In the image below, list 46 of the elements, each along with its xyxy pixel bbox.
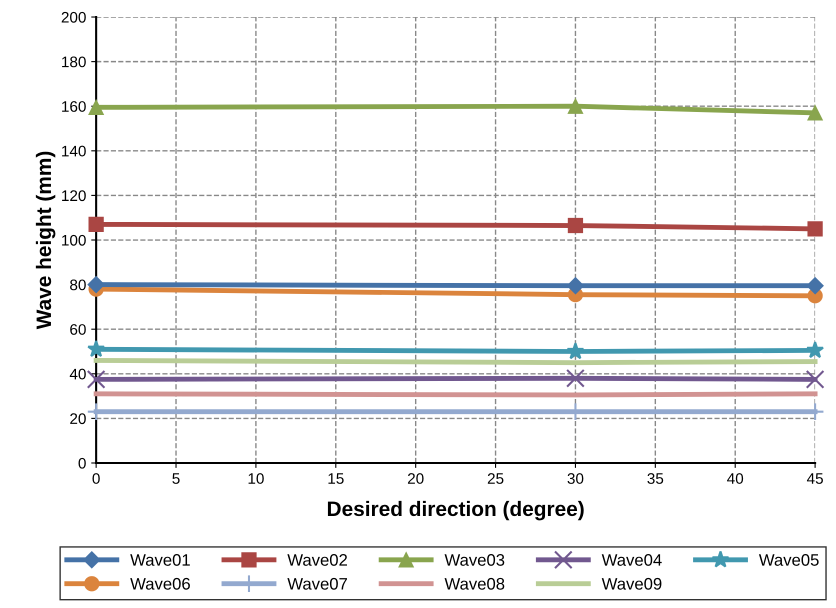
legend-label: Wave04 <box>602 554 662 566</box>
point <box>806 341 824 358</box>
x-tick-label: 45 <box>806 473 823 484</box>
y-tick-label: 140 <box>62 146 86 156</box>
legend-label: Wave06 <box>130 578 190 590</box>
y-tick-label: 0 <box>78 458 86 469</box>
x-tick-label: 5 <box>172 473 180 484</box>
legend-label: Wave03 <box>444 554 504 566</box>
point <box>806 370 824 389</box>
y-tick-label: 60 <box>70 324 86 335</box>
point <box>88 216 104 232</box>
legend-label: Wave09 <box>602 578 662 590</box>
point <box>88 276 105 294</box>
x-tick-label: 10 <box>248 473 264 484</box>
point <box>806 277 824 294</box>
x-tick-label: 15 <box>328 473 344 484</box>
point <box>87 340 106 358</box>
point <box>566 368 585 388</box>
x-tick-label: 30 <box>568 473 584 484</box>
legend-label: Wave01 <box>130 554 190 566</box>
y-tick-label: 100 <box>62 234 86 246</box>
x-tick-label: 20 <box>408 473 424 484</box>
point <box>568 218 584 234</box>
x-tick-label: 0 <box>92 473 100 484</box>
legend-label: Wave07 <box>287 578 347 590</box>
legend-label: Wave08 <box>444 578 504 590</box>
point <box>88 100 104 115</box>
y-tick-label: 40 <box>70 368 86 380</box>
y-tick-label: 160 <box>62 101 86 112</box>
x-axis-title: Desired direction (degree) <box>328 500 584 520</box>
legend-label: Wave05 <box>758 554 819 566</box>
y-tick-label: 80 <box>70 279 86 290</box>
point <box>86 370 106 389</box>
point <box>566 342 584 360</box>
point <box>807 221 823 236</box>
point <box>568 98 584 114</box>
x-tick-label: 40 <box>727 473 744 484</box>
legend-label: Wave02 <box>287 554 347 566</box>
y-tick-label: 180 <box>62 56 86 68</box>
point <box>807 105 823 121</box>
y-tick-label: 120 <box>62 190 86 202</box>
y-tick-label: 20 <box>70 413 86 424</box>
x-tick-label: 25 <box>488 473 504 484</box>
y-axis-title: Wave height (mm) <box>36 152 56 330</box>
y-tick-label: 200 <box>62 12 86 23</box>
x-tick-label: 35 <box>647 473 664 484</box>
